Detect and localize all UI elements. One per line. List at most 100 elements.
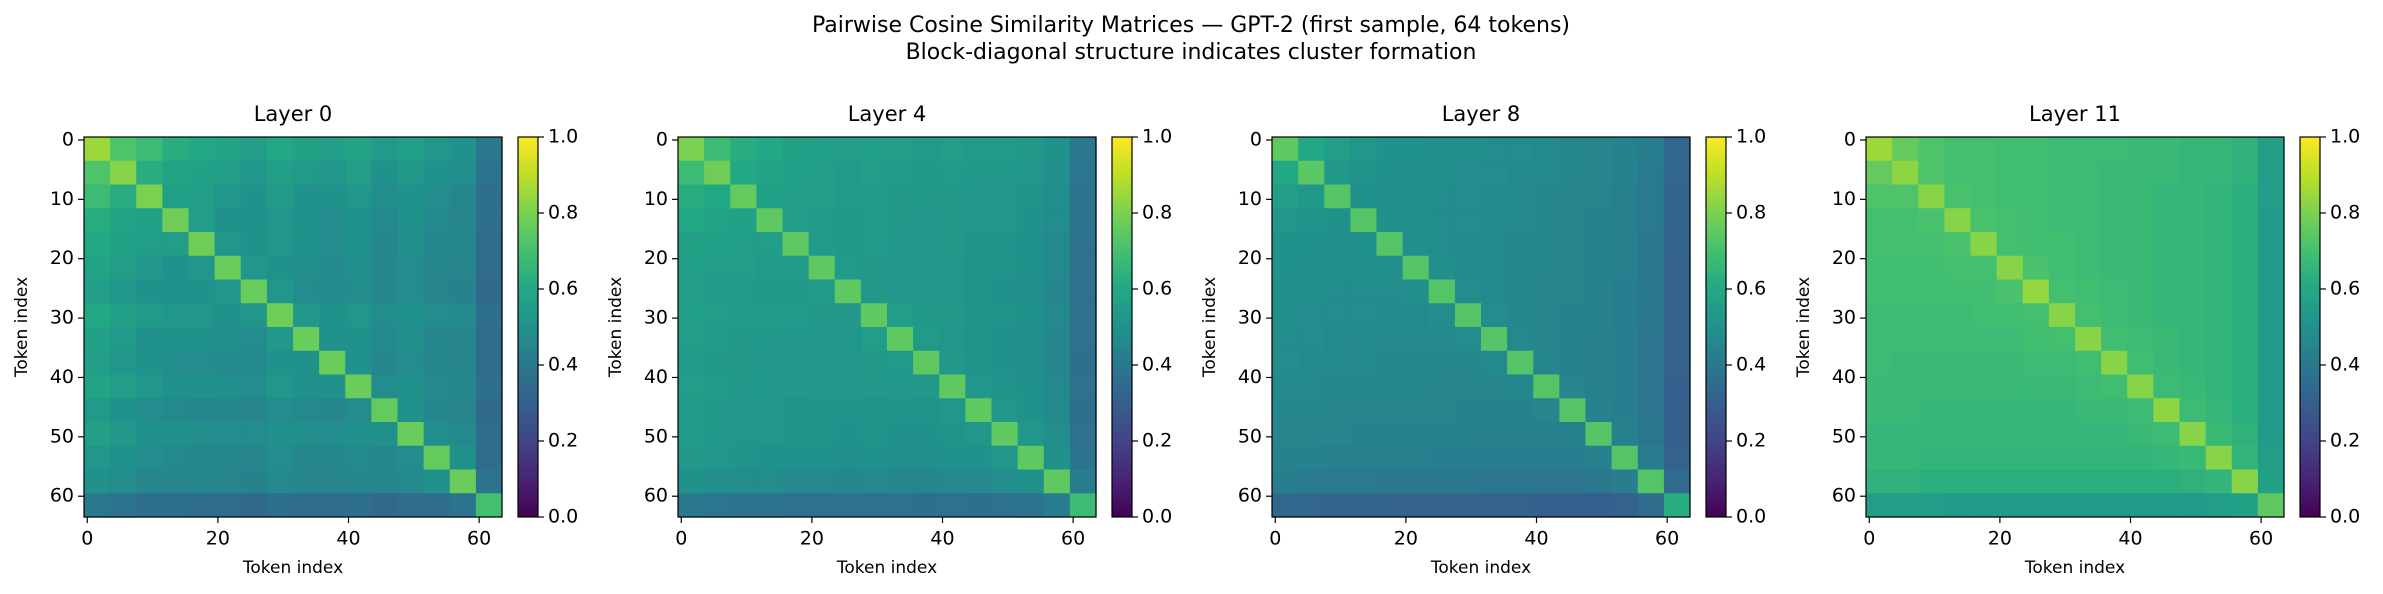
heatmap-cell bbox=[1892, 374, 1919, 399]
heatmap-cell bbox=[2153, 255, 2181, 281]
heatmap-cell bbox=[678, 160, 705, 186]
heatmap-cell bbox=[2075, 303, 2102, 328]
colorbar-tick-label: 1.0 bbox=[548, 126, 578, 148]
heatmap-cell bbox=[1481, 184, 1508, 209]
heatmap-cell bbox=[1866, 327, 1893, 352]
heatmap-cell bbox=[2101, 469, 2128, 494]
heatmap-cell bbox=[293, 160, 320, 186]
heatmap-cell bbox=[1507, 303, 1534, 328]
heatmap-cell bbox=[704, 398, 731, 423]
heatmap-cell bbox=[1428, 445, 1456, 471]
heatmap-cell bbox=[1970, 398, 1998, 423]
heatmap-cell bbox=[2205, 208, 2233, 233]
heatmap-cell bbox=[2075, 493, 2102, 518]
heatmap-cell bbox=[240, 137, 268, 162]
heatmap-cell bbox=[2127, 160, 2154, 186]
heatmap-cell bbox=[2179, 184, 2207, 209]
heatmap-cell bbox=[756, 137, 784, 162]
heatmap-cell bbox=[913, 184, 940, 209]
heatmap-cell bbox=[965, 350, 993, 376]
heatmap-cell bbox=[1454, 350, 1482, 376]
heatmap-cell bbox=[110, 184, 137, 209]
heatmap-cell bbox=[475, 445, 503, 471]
heatmap-cell bbox=[1996, 445, 2024, 471]
heatmap-cell bbox=[1298, 398, 1325, 423]
heatmap-cell bbox=[887, 255, 914, 281]
heatmap-cell bbox=[991, 493, 1019, 518]
heatmap-cell bbox=[1350, 469, 1378, 494]
heatmap-cell bbox=[1637, 374, 1665, 399]
colorbar-tick-label: 0.6 bbox=[548, 278, 578, 300]
heatmap-cell bbox=[1298, 184, 1325, 209]
heatmap-cell bbox=[1585, 160, 1613, 186]
heatmap-cell bbox=[2075, 422, 2102, 447]
heatmap-cell bbox=[345, 374, 372, 399]
heatmap-cell bbox=[1298, 422, 1325, 447]
heatmap-cell bbox=[2153, 445, 2181, 471]
heatmap-cell bbox=[1298, 208, 1325, 233]
heatmap-cell bbox=[1272, 350, 1299, 376]
heatmap-cell bbox=[1533, 374, 1560, 399]
heatmap-cell bbox=[1069, 184, 1097, 209]
heatmap-cell bbox=[1481, 232, 1508, 257]
heatmap-cell bbox=[1481, 303, 1508, 328]
heatmap-cell bbox=[84, 422, 111, 447]
heatmap-cell bbox=[475, 374, 503, 399]
heatmap-cell bbox=[1324, 184, 1351, 209]
heatmap-cell bbox=[2179, 303, 2207, 328]
heatmap-cell bbox=[782, 137, 810, 162]
heatmap-cell bbox=[887, 493, 914, 518]
heatmap-cell bbox=[1918, 255, 1945, 281]
heatmap-cell bbox=[756, 160, 784, 186]
heatmap-cell bbox=[756, 445, 784, 471]
colorbar-tick-label: 0.6 bbox=[1142, 278, 1172, 300]
heatmap-cell bbox=[214, 374, 242, 399]
heatmap-cell bbox=[1376, 374, 1404, 399]
heatmap-cell bbox=[1043, 469, 1071, 494]
heatmap-cell bbox=[730, 422, 757, 447]
heatmap-cell bbox=[808, 469, 836, 494]
heatmap-cell bbox=[834, 422, 862, 447]
heatmap-cell bbox=[2231, 398, 2259, 423]
heatmap-cell bbox=[345, 303, 372, 328]
heatmap-cell bbox=[834, 350, 862, 376]
heatmap-cell bbox=[782, 184, 810, 209]
heatmap-cell bbox=[2048, 255, 2076, 281]
heatmap-cell bbox=[1944, 350, 1972, 376]
x-axis-label: Token index bbox=[836, 558, 937, 578]
heatmap-cell bbox=[834, 493, 862, 518]
heatmap-cell bbox=[1481, 160, 1508, 186]
heatmap-cell bbox=[1507, 374, 1534, 399]
heatmap-cell bbox=[1043, 232, 1071, 257]
heatmap-cell bbox=[1069, 422, 1097, 447]
heatmap-cell bbox=[1017, 327, 1045, 352]
heatmap-cell bbox=[2127, 137, 2154, 162]
heatmap-cell bbox=[214, 303, 242, 328]
heatmap-cell bbox=[214, 327, 242, 352]
heatmap-cell bbox=[2101, 160, 2128, 186]
heatmap-cell bbox=[266, 350, 294, 376]
heatmap-cell bbox=[2205, 493, 2233, 518]
heatmap-cell bbox=[345, 422, 372, 447]
y-tick-label: 30 bbox=[644, 307, 668, 329]
colorbar bbox=[1705, 136, 1727, 518]
heatmap-cell bbox=[1324, 255, 1351, 281]
heatmap-cell bbox=[2257, 374, 2285, 399]
colorbar-tick-label: 0.6 bbox=[1736, 278, 1766, 300]
heatmap-cell bbox=[1017, 137, 1045, 162]
heatmap-cell bbox=[2153, 160, 2181, 186]
heatmap-cell bbox=[162, 255, 190, 281]
heatmap-cell bbox=[1918, 279, 1945, 304]
panel-title: Layer 11 bbox=[2029, 102, 2121, 126]
heatmap-cell bbox=[991, 398, 1019, 423]
heatmap-cell bbox=[1585, 350, 1613, 376]
heatmap-cell bbox=[84, 208, 111, 233]
x-tick-label: 60 bbox=[2249, 528, 2273, 550]
heatmap-cell bbox=[345, 184, 372, 209]
heatmap-cell bbox=[1970, 374, 1998, 399]
y-tick-label: 50 bbox=[1238, 425, 1262, 447]
y-tick-label: 40 bbox=[1832, 366, 1856, 388]
heatmap-cell bbox=[1017, 422, 1045, 447]
heatmap-cell bbox=[1585, 445, 1613, 471]
